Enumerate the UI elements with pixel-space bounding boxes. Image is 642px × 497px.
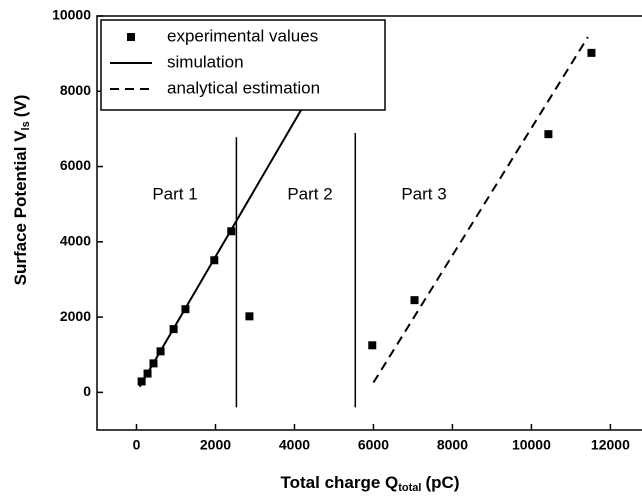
data-point — [368, 341, 377, 350]
legend-marker — [127, 33, 135, 41]
legend-box — [100, 19, 386, 111]
legend-label: analytical estimation — [167, 78, 320, 97]
x-tick-label: 6000 — [358, 437, 389, 453]
region-label: Part 2 — [287, 184, 332, 203]
x-axis-label: Total charge Qtotal (pC) — [281, 473, 460, 493]
y-tick-label: 8000 — [60, 82, 91, 98]
x-label-unit: (pC) — [426, 473, 460, 492]
x-tick-label: 12000 — [591, 437, 630, 453]
region-label: Part 1 — [152, 184, 197, 203]
x-label-text: Total charge Q — [281, 473, 399, 492]
y-label-sub: ls — [20, 121, 32, 130]
x-label-sub: total — [398, 482, 421, 494]
region-label: Part 3 — [401, 184, 446, 203]
x-tick-label: 4000 — [279, 437, 310, 453]
x-tick-label: 10000 — [512, 437, 551, 453]
y-axis-label: Surface Potential Vls (V) — [11, 95, 31, 286]
x-tick-label: 8000 — [437, 437, 468, 453]
y-label-text: Surface Potential V — [11, 130, 30, 286]
data-point — [245, 312, 254, 321]
y-tick-label: 10000 — [52, 7, 91, 23]
data-point — [544, 130, 553, 139]
legend-label: simulation — [167, 52, 244, 71]
data-point — [587, 48, 596, 57]
y-tick-label: 4000 — [60, 233, 91, 249]
y-tick-label: 2000 — [60, 308, 91, 324]
plot-frame — [96, 15, 642, 431]
x-tick-label: 2000 — [200, 437, 231, 453]
y-label-unit: (V) — [11, 95, 30, 118]
legend-label: experimental values — [167, 26, 318, 45]
series-line — [372, 36, 589, 384]
data-point — [410, 296, 419, 305]
y-tick-label: 0 — [83, 383, 91, 399]
y-tick-label: 6000 — [60, 157, 91, 173]
x-tick-label: 0 — [133, 437, 141, 453]
